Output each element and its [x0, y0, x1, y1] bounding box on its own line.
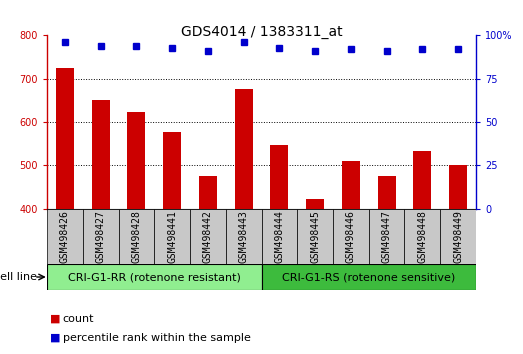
Bar	[306, 199, 324, 209]
Bar	[333, 209, 369, 264]
Bar	[378, 176, 395, 209]
Bar	[128, 112, 145, 209]
Text: GSM498444: GSM498444	[275, 210, 285, 263]
Bar	[297, 209, 333, 264]
Text: CRI-G1-RR (rotenone resistant): CRI-G1-RR (rotenone resistant)	[68, 272, 241, 282]
Text: CRI-G1-RS (rotenone sensitive): CRI-G1-RS (rotenone sensitive)	[282, 272, 456, 282]
Bar	[270, 145, 288, 209]
Text: GSM498446: GSM498446	[346, 210, 356, 263]
Bar	[413, 151, 431, 209]
Bar	[92, 100, 110, 209]
Text: GSM498441: GSM498441	[167, 210, 177, 263]
Bar	[440, 209, 476, 264]
Text: GSM498443: GSM498443	[238, 210, 248, 263]
Text: GSM498445: GSM498445	[310, 210, 320, 263]
Text: GSM498428: GSM498428	[131, 210, 141, 263]
Text: GSM498427: GSM498427	[96, 210, 106, 263]
Text: GSM498449: GSM498449	[453, 210, 463, 263]
Text: GDS4014 / 1383311_at: GDS4014 / 1383311_at	[180, 25, 343, 39]
Text: GSM498448: GSM498448	[417, 210, 427, 263]
Text: ■: ■	[50, 333, 60, 343]
Text: GSM498447: GSM498447	[382, 210, 392, 263]
Bar	[226, 209, 262, 264]
Bar	[262, 209, 297, 264]
Bar	[154, 209, 190, 264]
Text: ■: ■	[50, 314, 60, 324]
Bar	[369, 209, 404, 264]
Bar	[47, 264, 262, 290]
Bar	[83, 209, 119, 264]
Text: cell line: cell line	[0, 272, 37, 282]
Bar	[199, 176, 217, 209]
Text: GSM498426: GSM498426	[60, 210, 70, 263]
Text: count: count	[63, 314, 94, 324]
Bar	[262, 264, 476, 290]
Bar	[56, 68, 74, 209]
Bar	[342, 161, 360, 209]
Bar	[235, 89, 253, 209]
Text: percentile rank within the sample: percentile rank within the sample	[63, 333, 251, 343]
Bar	[449, 165, 467, 209]
Bar	[404, 209, 440, 264]
Bar	[119, 209, 154, 264]
Bar	[163, 132, 181, 209]
Bar	[47, 209, 83, 264]
Text: GSM498442: GSM498442	[203, 210, 213, 263]
Bar	[190, 209, 226, 264]
